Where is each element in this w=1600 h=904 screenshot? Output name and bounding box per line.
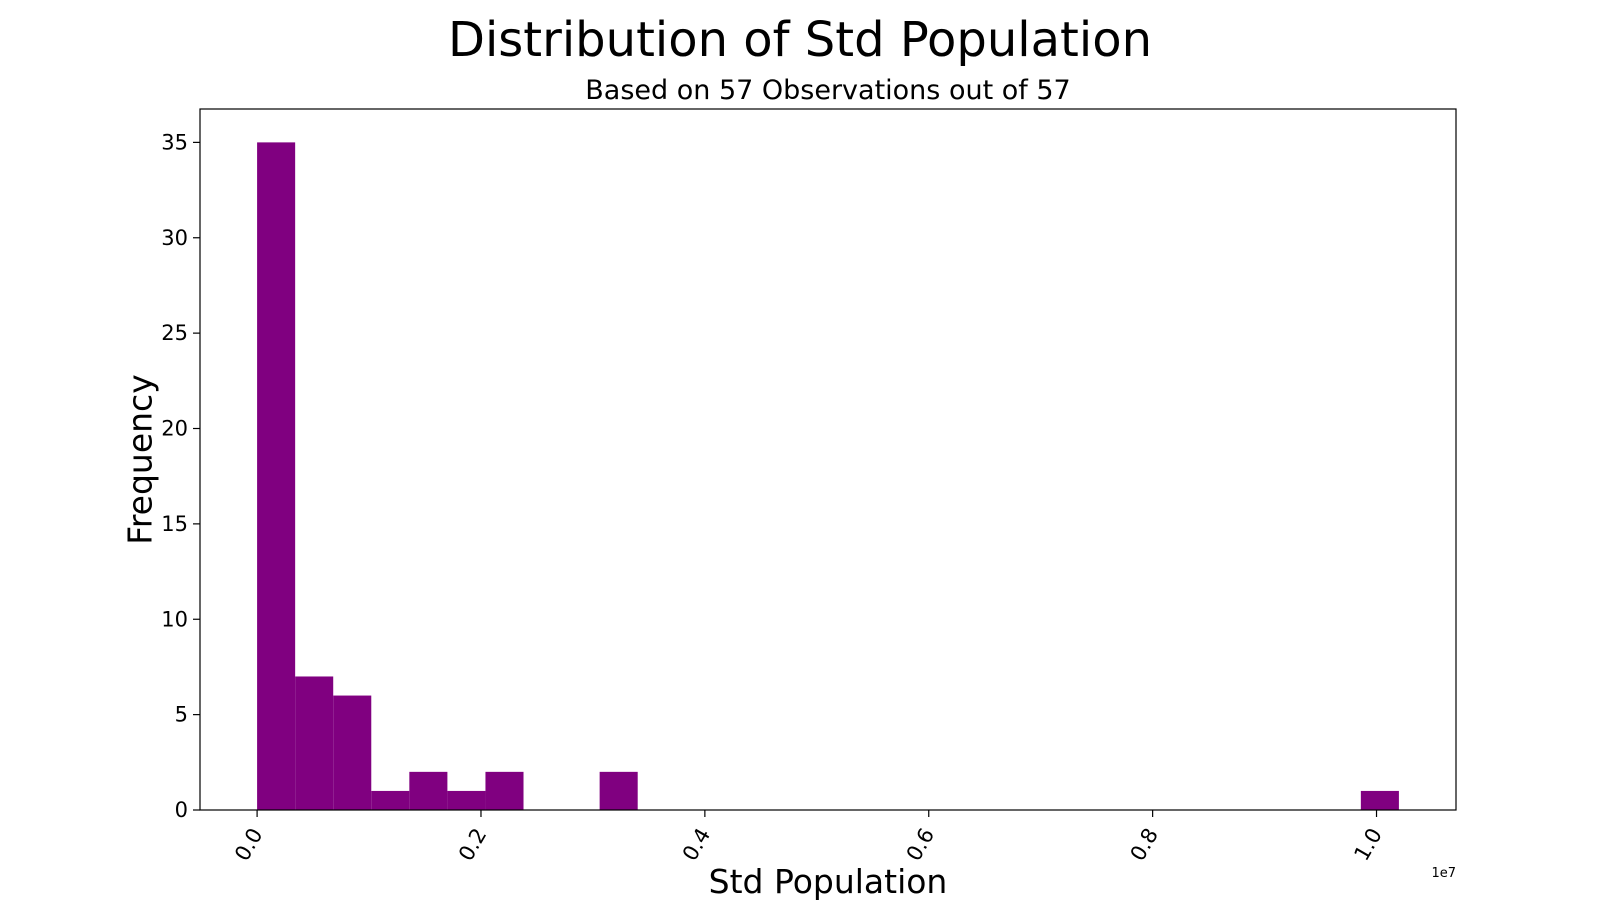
x-axis: 0.0 0.2 0.4 0.6 0.8 1.0 [230, 810, 1387, 865]
histogram-bar [409, 771, 448, 810]
histogram-bar [1360, 790, 1399, 810]
y-tick-label: 0 [175, 798, 188, 822]
chart-title: Distribution of Std Population [448, 12, 1152, 68]
y-tick-label: 5 [175, 703, 188, 727]
x-tick-label: 0.6 [902, 824, 939, 865]
plot-frame [199, 108, 1457, 811]
x-tick-label: 0.0 [230, 824, 267, 865]
y-tick-label: 35 [161, 130, 188, 154]
x-tick-label: 0.2 [454, 824, 491, 865]
y-tick-label: 25 [161, 321, 188, 345]
y-tick-label: 30 [161, 226, 188, 250]
x-tick-label: 0.4 [678, 824, 715, 865]
chart-subtitle: Based on 57 Observations out of 57 [585, 75, 1070, 106]
y-tick-label: 10 [161, 607, 188, 631]
x-tick-label: 1.0 [1349, 824, 1386, 865]
y-tick-label: 15 [161, 512, 188, 536]
histogram-bar [333, 695, 372, 810]
y-tick-label: 20 [161, 417, 188, 441]
x-tick-label: 0.8 [1126, 824, 1163, 865]
histogram-bar [257, 142, 296, 810]
histogram-bar [599, 771, 638, 810]
histogram-bar [447, 790, 486, 810]
y-axis: 0 5 10 15 20 25 30 35 [161, 130, 200, 822]
histogram-bar [295, 676, 334, 810]
y-axis-label: Frequency [121, 374, 160, 544]
x-axis-offset-label: 1e7 [1431, 866, 1456, 881]
histogram-bar [485, 771, 524, 810]
histogram-bar [371, 790, 410, 810]
x-axis-label: Std Population [709, 862, 948, 900]
bars-layer [257, 142, 1399, 810]
